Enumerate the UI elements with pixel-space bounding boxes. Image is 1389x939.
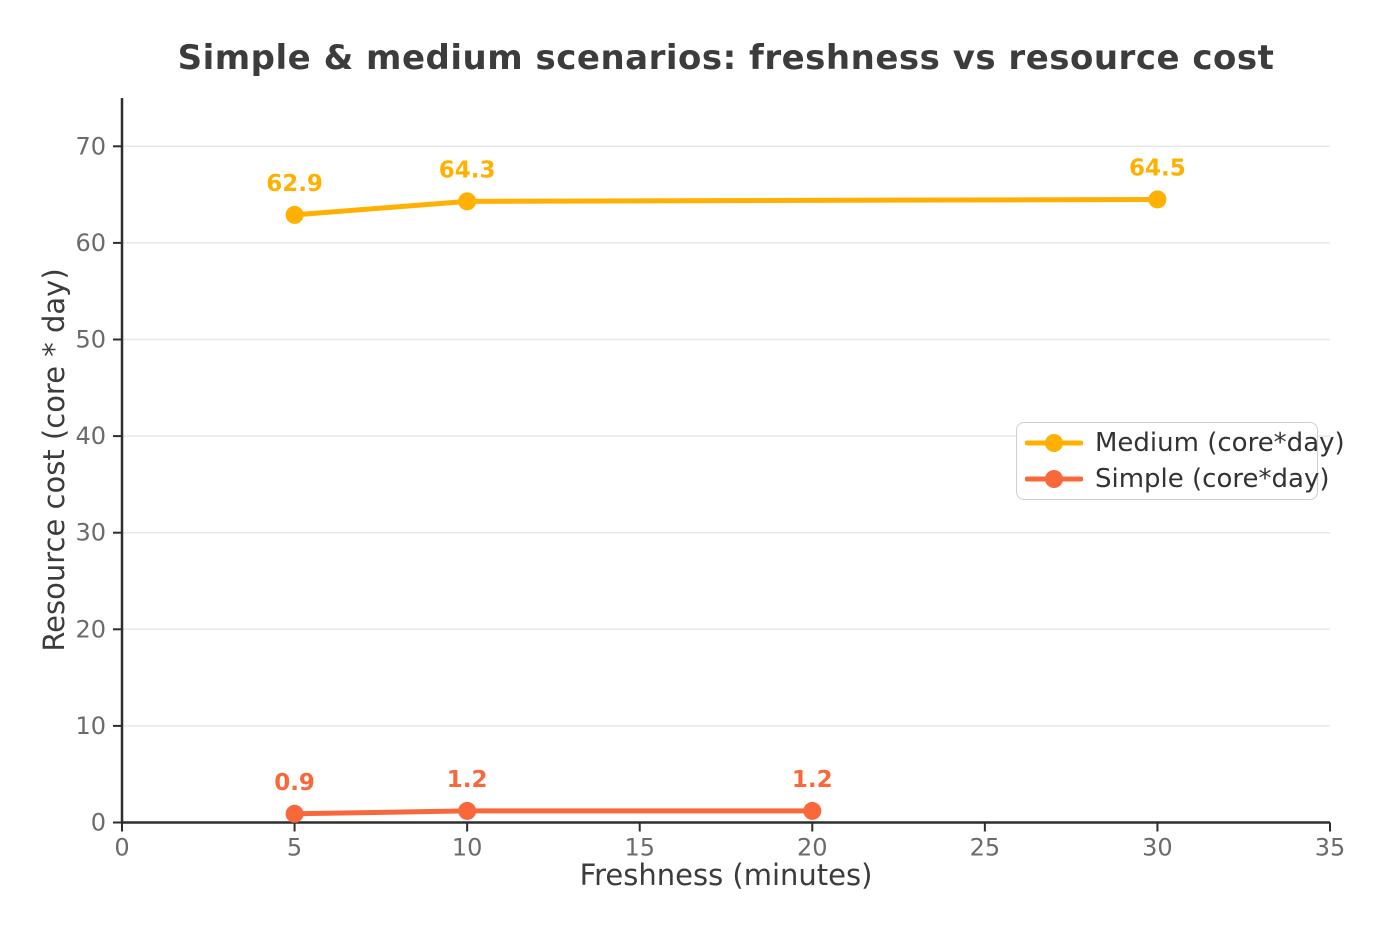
data-label-medium-core-day: 64.3 — [439, 157, 496, 183]
data-label-medium-core-day: 62.9 — [266, 171, 323, 197]
y-tick-label: 10 — [75, 712, 106, 740]
data-point-simple-core-day — [803, 801, 822, 820]
x-tick-label: 25 — [970, 834, 1001, 862]
series-line-simple-core-day — [292, 808, 815, 817]
legend-item: Medium (core*day) — [1025, 427, 1345, 459]
data-label-medium-core-day: 64.5 — [1129, 155, 1186, 181]
data-point-simple-core-day — [458, 801, 477, 820]
series-line-medium-core-day — [292, 196, 1160, 218]
y-tick-label: 40 — [75, 422, 106, 450]
legend-label: Simple (core*day) — [1095, 464, 1330, 494]
x-tick-label: 20 — [797, 834, 828, 862]
data-point-simple-core-day — [285, 804, 304, 823]
x-tick-label: 10 — [452, 834, 483, 862]
data-label-simple-core-day: 1.2 — [447, 767, 488, 793]
x-tick-label: 35 — [1315, 834, 1346, 862]
legend: Medium (core*day) Simple (core*day) — [1016, 422, 1345, 500]
x-tick-label: 15 — [624, 834, 655, 862]
y-tick-label: 30 — [75, 519, 106, 547]
x-axis-label: Freshness (minutes) — [579, 858, 873, 892]
x-tick-label: 30 — [1142, 834, 1173, 862]
y-axis-label: Resource cost (core * day) — [37, 268, 71, 652]
legend-label: Medium (core*day) — [1095, 428, 1345, 458]
y-tick-label: 70 — [75, 132, 106, 160]
y-tick-label: 20 — [75, 615, 106, 643]
legend-item: Simple (core*day) — [1025, 463, 1329, 495]
x-tick-label: 5 — [287, 834, 302, 862]
data-label-simple-core-day: 1.2 — [792, 767, 833, 793]
data-label-simple-core-day: 0.9 — [274, 770, 315, 796]
data-point-medium-core-day — [285, 205, 304, 224]
y-tick-label: 50 — [75, 326, 106, 354]
y-tick-label: 60 — [75, 229, 106, 257]
legend-marker-icon — [1025, 434, 1083, 452]
data-point-medium-core-day — [1148, 190, 1167, 209]
chart-title: Simple & medium scenarios: freshness vs … — [177, 38, 1275, 78]
legend-marker-icon — [1025, 470, 1083, 488]
data-point-medium-core-day — [458, 192, 477, 211]
y-tick-label: 0 — [91, 809, 106, 837]
x-tick-label: 0 — [114, 834, 129, 862]
